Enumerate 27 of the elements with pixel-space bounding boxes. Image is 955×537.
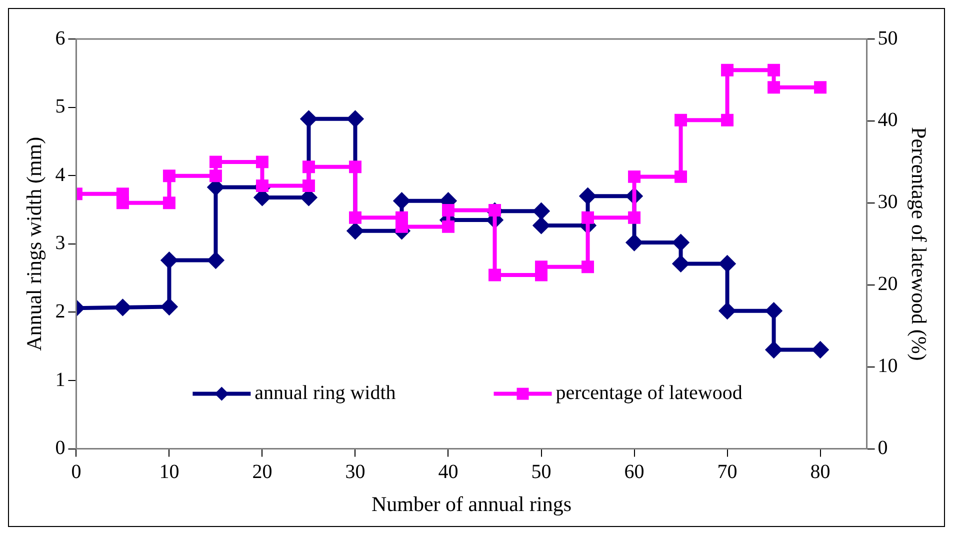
y-tick-label: 2 (55, 300, 66, 322)
x-tick-label: 50 (531, 461, 552, 484)
y2-axis-title: Percentage of latewood (%) (906, 126, 931, 361)
y2-tick-label: 40 (878, 109, 898, 132)
x-axis-title: Number of annual rings (371, 492, 572, 516)
y-tick-label: 3 (55, 232, 66, 254)
x-tick-label: 30 (345, 461, 366, 484)
y2-tick-label: 30 (878, 191, 898, 214)
y2-tick-label: 50 (878, 27, 898, 50)
legend-label: percentage of latewood (556, 382, 742, 404)
x-tick-label: 80 (810, 461, 830, 484)
y-tick-label: 0 (55, 437, 66, 460)
y-axis-title: Annual rings width (mm) (22, 136, 46, 351)
x-tick-label: 60 (624, 461, 644, 484)
y-tick-label: 5 (55, 96, 66, 118)
y2-tick-label: 10 (878, 355, 898, 378)
x-tick-label: 70 (717, 461, 738, 484)
x-tick-label: 10 (159, 461, 180, 484)
y-tick-label: 6 (55, 27, 66, 50)
x-tick-label: 0 (71, 461, 82, 484)
x-tick-label: 40 (438, 461, 458, 484)
x-tick-label: 20 (252, 461, 272, 484)
y-tick-label: 4 (55, 164, 66, 186)
y2-tick-label: 0 (878, 437, 888, 460)
y2-tick-label: 20 (878, 273, 898, 296)
legend-label: annual ring width (254, 382, 396, 404)
y-tick-label: 1 (55, 368, 66, 391)
